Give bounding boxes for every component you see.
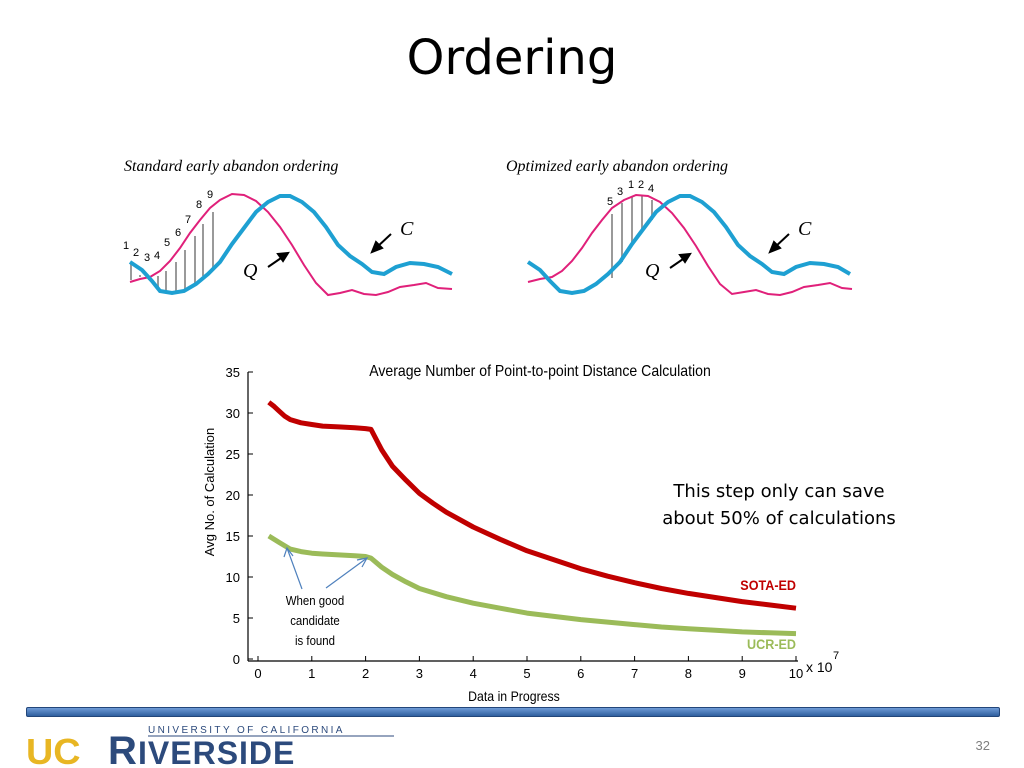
annotation-arrow-left — [286, 547, 303, 590]
logo-r: R — [108, 729, 137, 768]
right-label-c: C — [798, 218, 812, 240]
right-number-2: 2 — [638, 179, 644, 191]
right-number-3: 3 — [617, 186, 623, 198]
right-order-numbers: 5 3 1 2 4 — [607, 179, 654, 208]
y-tick-label: 0 — [233, 652, 240, 667]
left-candidate-curve — [128, 194, 453, 296]
x-tick-label: 10 — [789, 666, 803, 681]
x-tick-label: 8 — [685, 666, 692, 681]
left-order-numbers: 1 2 3 4 5 6 7 8 9 — [123, 189, 213, 264]
left-query-curve — [129, 192, 453, 297]
y-tick-label: 5 — [233, 611, 240, 626]
y-tick-label: 10 — [226, 570, 240, 585]
x-multiplier: x 10 7 — [806, 650, 839, 675]
left-label-c: C — [400, 218, 414, 240]
left-number-3: 3 — [144, 252, 150, 264]
x-multiplier-text: x 10 — [806, 659, 833, 675]
series-line-sota-ed — [267, 400, 797, 611]
y-tick-label: 20 — [226, 488, 240, 503]
x-tick-label: 0 — [254, 666, 261, 681]
left-caption: Standard early abandon ordering — [124, 158, 338, 175]
y-tick-label: 35 — [226, 365, 240, 380]
left-number-5: 5 — [164, 237, 170, 249]
annotation-arrows — [283, 546, 369, 590]
left-number-2: 2 — [133, 247, 139, 259]
right-number-4: 4 — [648, 183, 654, 195]
right-arrow-c — [768, 233, 790, 254]
distance-calculation-chart: Average Number of Point-to-point Distanc… — [202, 362, 839, 704]
x-tick-label: 4 — [470, 666, 477, 681]
left-number-8: 8 — [196, 199, 202, 211]
x-ticks: 0 1 2 3 4 5 6 7 8 9 10 — [254, 656, 803, 681]
right-arrow-q — [669, 252, 692, 269]
left-number-1: 1 — [123, 240, 129, 252]
left-arrow-q — [267, 251, 290, 268]
annotation-line-2: candidate — [290, 613, 340, 628]
series-label-ucr-ed: UCR-ED — [747, 636, 796, 652]
logo-uc: UC — [26, 732, 81, 768]
slide-title: Ordering — [406, 30, 618, 86]
y-tick-label: 15 — [226, 529, 240, 544]
y-tick-label: 25 — [226, 447, 240, 462]
y-axis-label: Avg No. of Calculation — [202, 428, 217, 556]
left-number-4: 4 — [154, 250, 160, 262]
annotation-line-3: is found — [295, 633, 335, 648]
left-number-7: 7 — [185, 214, 191, 226]
left-hatch — [130, 212, 214, 292]
ordering-diagrams: Standard early abandon ordering 1 2 3 4 … — [123, 158, 853, 297]
right-label-q: Q — [645, 260, 660, 282]
right-query-curve — [527, 193, 853, 297]
right-diagram: Optimized early abandon ordering 5 3 1 2… — [506, 158, 853, 297]
x-tick-label: 5 — [523, 666, 530, 681]
y-ticks: 0 5 10 15 20 25 30 35 — [226, 365, 253, 667]
series-line-ucr-ed — [267, 533, 797, 637]
chart-series — [267, 400, 797, 637]
x-multiplier-exponent: 7 — [833, 650, 839, 662]
x-tick-label: 7 — [631, 666, 638, 681]
annotation-text: When good candidate is found — [286, 593, 345, 648]
savings-note-line-1: This step only can save — [673, 481, 885, 502]
left-diagram: Standard early abandon ordering 1 2 3 4 … — [123, 158, 453, 297]
right-caption: Optimized early abandon ordering — [506, 158, 728, 175]
right-number-1: 1 — [628, 179, 634, 191]
x-tick-label: 9 — [739, 666, 746, 681]
left-arrow-c — [370, 233, 392, 254]
chart-axes — [247, 372, 798, 662]
left-label-q: Q — [243, 260, 258, 282]
chart-title: Average Number of Point-to-point Distanc… — [369, 362, 711, 380]
logo-tagline: UNIVERSITY OF CALIFORNIA — [148, 725, 345, 736]
x-tick-label: 1 — [308, 666, 315, 681]
x-axis-label: Data in Progress — [468, 688, 560, 704]
ucr-logo: UNIVERSITY OF CALIFORNIA UC R IVERSIDE — [26, 725, 394, 768]
right-number-5: 5 — [607, 196, 613, 208]
left-number-6: 6 — [175, 227, 181, 239]
footer-bar — [26, 707, 1000, 717]
series-label-sota-ed: SOTA-ED — [740, 577, 796, 593]
savings-note: This step only can save about 50% of cal… — [648, 478, 910, 532]
x-tick-label: 6 — [577, 666, 584, 681]
left-number-9: 9 — [207, 189, 213, 201]
savings-note-line-2: about 50% of calculations — [662, 508, 896, 529]
page-number: 32 — [975, 738, 990, 753]
logo-riverside: IVERSIDE — [138, 735, 295, 768]
annotation-line-1: When good — [286, 593, 345, 608]
right-candidate-curve — [526, 194, 852, 296]
x-tick-label: 3 — [416, 666, 423, 681]
annotation-arrow-right — [325, 557, 368, 589]
x-tick-label: 2 — [362, 666, 369, 681]
y-tick-label: 30 — [226, 406, 240, 421]
